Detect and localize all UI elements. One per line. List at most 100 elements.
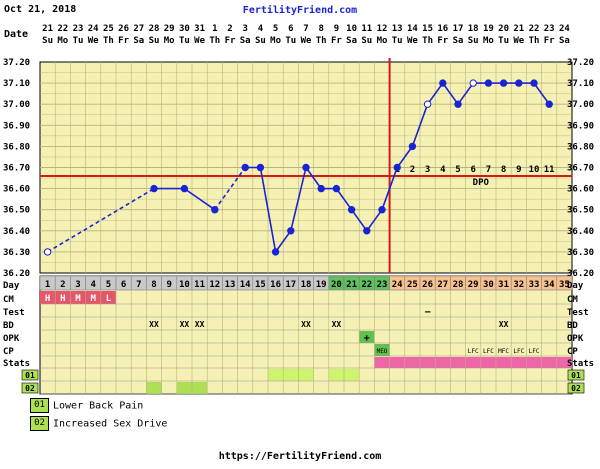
symptom-02-cell	[146, 382, 162, 394]
dpo-number: 4	[440, 165, 446, 175]
temp-line	[457, 82, 474, 105]
cycle-day-label: 24	[392, 280, 403, 290]
weekday-label: We	[301, 36, 312, 46]
date-label: 15	[422, 24, 433, 34]
cycle-day-label: 23	[377, 280, 388, 290]
dpo-number: 11	[544, 165, 555, 175]
temp-line	[335, 188, 353, 211]
cm-cell	[40, 291, 56, 304]
cycle-day-label: 31	[498, 280, 509, 290]
weekday-label: We	[407, 36, 418, 46]
temp-line	[350, 209, 368, 232]
row-label-bd: BD	[3, 321, 14, 331]
temp-point	[241, 163, 249, 172]
bd-mark: XX	[195, 320, 205, 329]
weekday-label: Th	[103, 36, 114, 46]
dpo-number: 6	[470, 165, 475, 175]
weekday-label: Fr	[118, 36, 129, 46]
date-label: 14	[407, 24, 418, 34]
weekday-label: Fr	[331, 36, 342, 46]
cycle-day-label: 27	[437, 280, 448, 290]
date-label: 21	[42, 24, 53, 34]
bd-mark: XX	[149, 320, 159, 329]
cycle-day-label: 5	[106, 280, 111, 290]
weekday-label: Mo	[270, 36, 281, 46]
chart-date: Oct 21, 2018	[4, 4, 76, 15]
cycle-day-label: 32	[513, 280, 524, 290]
cm-value: H	[45, 294, 50, 304]
opk-value: +	[364, 333, 370, 344]
date-label: 21	[513, 24, 524, 34]
temp-point	[545, 100, 553, 108]
row-label-02-box-right	[567, 382, 585, 394]
temp-point	[499, 79, 508, 87]
cm-cell	[55, 291, 71, 304]
y-tick-label-right: 36.90	[567, 121, 594, 131]
y-tick-label-left: 36.50	[3, 206, 30, 216]
row-label-date: Date	[4, 29, 28, 40]
temp-point-open	[43, 248, 52, 256]
row-label-test: Test	[3, 308, 25, 318]
weekday-label: Su	[468, 36, 479, 46]
symptom-01-cell	[268, 369, 284, 381]
cm-value: L	[106, 294, 112, 304]
y-tick-label-right: 36.70	[567, 164, 594, 174]
cycle-day-label: 16	[270, 280, 281, 290]
cp-value: MFC	[498, 348, 509, 355]
weekday-label: Tu	[498, 36, 509, 46]
footer-url[interactable]: https://FertilityFriend.com	[218, 451, 382, 462]
temp-line	[426, 82, 444, 105]
weekday-label: We	[513, 36, 524, 46]
symptom-01-cell	[344, 369, 360, 381]
date-label: 27	[133, 24, 144, 34]
symptom-01-cell	[298, 369, 314, 381]
date-label: 30	[179, 24, 190, 34]
weekday-label: We	[88, 36, 99, 46]
weekday-label: Sa	[559, 36, 570, 46]
weekday-label: Tu	[392, 36, 403, 46]
weekday-label: Th	[209, 36, 220, 46]
date-label: 8	[318, 24, 323, 34]
temp-point	[317, 184, 325, 193]
temp-point	[347, 206, 356, 214]
weekday-label: Su	[361, 36, 372, 46]
cycle-day-label: 8	[151, 280, 156, 290]
weekday-label: Mo	[164, 36, 175, 46]
weekday-label: Tu	[73, 36, 84, 46]
row-label-stats-right: Stats	[567, 359, 594, 369]
cycle-day-label: 20	[331, 280, 342, 290]
temp-point	[332, 184, 341, 193]
y-tick-label-left: 36.90	[3, 121, 30, 131]
weekday-label: Th	[529, 36, 540, 46]
date-label: 13	[392, 24, 403, 34]
row-label-cm-right: CM	[567, 295, 578, 305]
temp-line	[381, 167, 398, 210]
date-label: 6	[288, 24, 293, 34]
date-label: 19	[483, 24, 494, 34]
temp-line	[533, 82, 550, 105]
temp-line	[259, 167, 277, 253]
weekday-label: Tu	[179, 36, 190, 46]
weekday-label: Th	[316, 36, 327, 46]
temp-line	[183, 187, 216, 211]
temp-point	[211, 206, 219, 214]
cp-value: LFC	[513, 348, 524, 355]
weekday-label: Su	[255, 36, 266, 46]
weekday-label: Fr	[544, 36, 555, 46]
temp-point	[393, 163, 401, 172]
row-label-test-right: Test	[567, 308, 589, 318]
legend-item-lower-back-pain: 01 Lower Back Pain	[30, 398, 143, 414]
weekday-label: Fr	[225, 36, 236, 46]
cycle-day-label: 4	[90, 280, 96, 290]
date-label: 11	[361, 24, 372, 34]
y-tick-label-right: 36.80	[567, 142, 594, 152]
y-tick-label-left: 36.30	[3, 248, 30, 258]
date-label: 24	[88, 24, 99, 34]
y-tick-label-left: 36.60	[3, 185, 30, 195]
dpo-number: 9	[516, 165, 521, 175]
bd-mark: XX	[180, 320, 190, 329]
weekday-label: Sa	[453, 36, 464, 46]
weekday-label: Th	[422, 36, 433, 46]
row-label-02: 02	[25, 384, 35, 393]
